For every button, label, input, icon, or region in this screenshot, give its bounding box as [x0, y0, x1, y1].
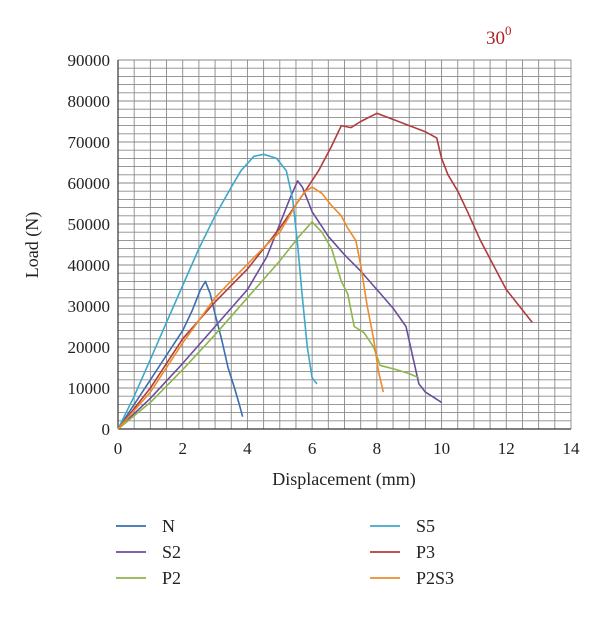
x-axis-label: Displacement (mm) — [272, 469, 415, 490]
series-line-n — [117, 280, 244, 430]
series-lines — [117, 112, 533, 430]
y-tick-label: 40000 — [68, 256, 111, 275]
angle-annotation: 300 — [486, 23, 512, 49]
series-line-p2 — [117, 221, 420, 430]
angle-annotation-sup: 0 — [505, 23, 512, 38]
y-tick-label: 10000 — [68, 379, 111, 398]
x-tick-label: 8 — [373, 439, 382, 458]
y-tick-label: 80000 — [68, 92, 111, 111]
series-line-s2 — [117, 180, 443, 430]
series-line-s5 — [117, 153, 318, 430]
legend: N S2 P2 S5 P3 P2S3 — [116, 516, 454, 588]
legend-label-s5: S5 — [416, 516, 435, 536]
x-tick-label: 10 — [433, 439, 450, 458]
axes — [117, 60, 571, 430]
x-tick-label: 14 — [563, 439, 581, 458]
series-line-p2s3 — [117, 186, 385, 430]
y-tick-label: 90000 — [68, 51, 111, 70]
grid — [117, 59, 572, 430]
y-tick-label: 50000 — [68, 215, 111, 234]
y-tick-label: 0 — [102, 420, 111, 439]
legend-label-p2s3: P2S3 — [416, 568, 454, 588]
x-tick-label: 12 — [498, 439, 515, 458]
y-tick-label: 60000 — [68, 174, 111, 193]
x-tick-label: 2 — [178, 439, 187, 458]
x-tick-labels: 0 2 4 6 8 10 12 14 — [114, 439, 580, 458]
legend-label-p2: P2 — [162, 568, 181, 588]
x-tick-label: 0 — [114, 439, 123, 458]
y-tick-labels: 0 10000 20000 30000 40000 50000 60000 70000 8000… — [68, 51, 111, 439]
angle-annotation-base: 30 — [486, 28, 505, 49]
x-tick-label: 6 — [308, 439, 317, 458]
y-tick-label: 30000 — [68, 297, 111, 316]
legend-label-p3: P3 — [416, 542, 435, 562]
y-axis-label: Load (N) — [22, 212, 43, 278]
legend-label-s2: S2 — [162, 542, 181, 562]
x-tick-label: 4 — [243, 439, 252, 458]
y-tick-label: 70000 — [68, 133, 111, 152]
legend-label-n: N — [162, 516, 175, 536]
y-tick-label: 20000 — [68, 338, 111, 357]
series-line-p3 — [117, 112, 533, 430]
